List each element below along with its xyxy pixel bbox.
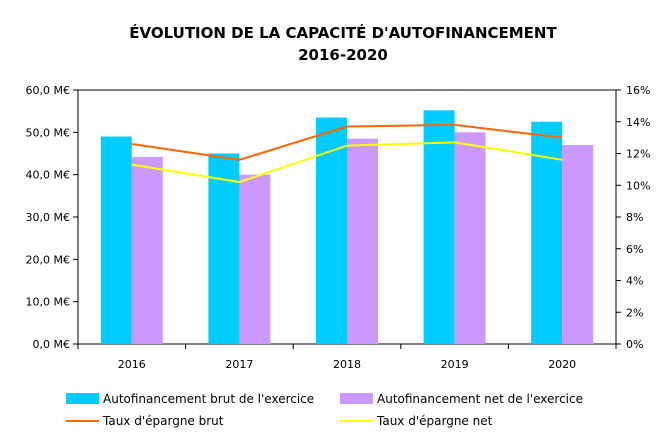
y-right-tick-label: 4% [626, 275, 643, 288]
bar-net-2017 [239, 174, 271, 344]
x-tick-label: 2018 [333, 358, 361, 371]
y-left-tick-label: 30,0 M€ [26, 211, 70, 224]
y-left-tick-label: 20,0 M€ [26, 253, 70, 266]
bar-brut-2016 [100, 136, 132, 344]
bars [100, 110, 594, 345]
legend-label: Autofinancement brut de l'exercice [103, 392, 314, 406]
x-tick-label: 2017 [225, 358, 253, 371]
bar-brut-2019 [423, 110, 455, 344]
legend-label: Taux d'épargne brut [102, 414, 224, 428]
bar-net-2020 [562, 145, 594, 344]
legend-label: Autofinancement net de l'exercice [377, 392, 583, 406]
lines [131, 123, 563, 184]
y-right-tick-label: 2% [626, 306, 643, 319]
legend: Autofinancement brut de l'exercice Autofi… [66, 392, 583, 428]
chart-title-line-1: ÉVOLUTION DE LA CAPACITÉ D'AUTOFINANCEME… [129, 23, 557, 42]
y-right-tick-label: 6% [626, 243, 643, 256]
y-left-tick-label: 60,0 M€ [26, 84, 70, 97]
legend-swatch-net [340, 393, 373, 404]
y-right-tick-label: 0% [626, 338, 643, 351]
y-right-tick-label: 10% [626, 179, 650, 192]
y-left-tick-label: 50,0 M€ [26, 126, 70, 139]
y-left-tick-label: 0,0 M€ [33, 338, 70, 351]
axes: 0,0 M€ 10,0 M€ 20,0 M€ 30,0 M€ 40,0 M€ 50,0 M… [26, 84, 651, 371]
bar-brut-2017 [208, 153, 240, 344]
line-taux-net [131, 141, 563, 184]
y-right-tick-label: 12% [626, 148, 650, 161]
bar-net-2019 [454, 132, 486, 344]
legend-label: Taux d'épargne net [376, 414, 493, 428]
x-tick-label: 2020 [548, 358, 576, 371]
chart-title-line-2: 2016-2020 [298, 46, 388, 64]
bar-net-2016 [131, 156, 163, 344]
y-right-tick-label: 8% [626, 211, 643, 224]
line-taux-brut [131, 123, 563, 161]
bar-net-2018 [347, 138, 378, 344]
y-right-tick-label: 16% [626, 84, 650, 97]
y-left-tick-label: 10,0 M€ [26, 296, 70, 309]
y-right-tick-label: 14% [626, 116, 650, 129]
y-left-tick-label: 40,0 M€ [26, 169, 70, 182]
x-tick-label: 2016 [118, 358, 146, 371]
legend-swatch-brut [66, 393, 99, 404]
x-tick-label: 2019 [441, 358, 469, 371]
